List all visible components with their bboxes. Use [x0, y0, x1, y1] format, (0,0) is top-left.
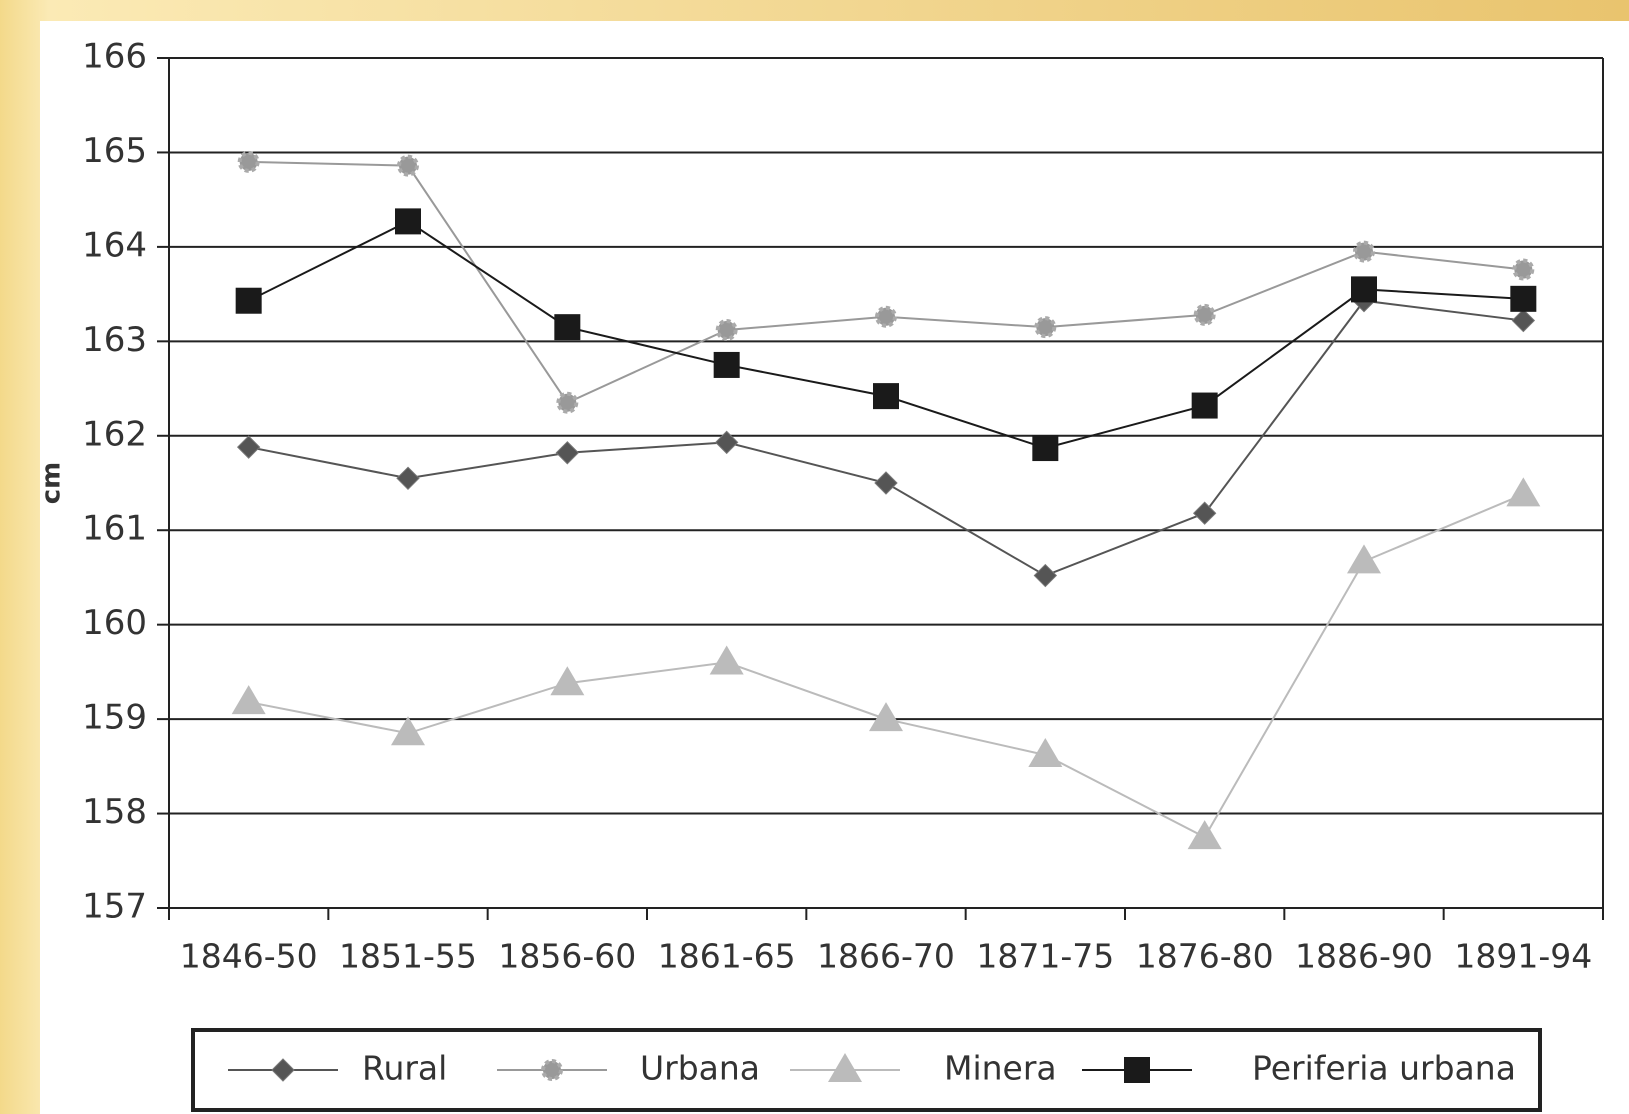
x-tick-label: 1866-70	[817, 937, 955, 976]
y-tick-label: 160	[82, 603, 147, 643]
y-tick-label: 164	[82, 225, 147, 265]
marker	[713, 351, 740, 378]
marker	[1034, 316, 1057, 339]
marker	[397, 154, 419, 177]
marker	[1510, 285, 1537, 312]
marker	[1187, 820, 1222, 850]
x-tick-label: 1856-60	[498, 937, 636, 976]
marker	[873, 383, 899, 410]
marker	[1192, 501, 1217, 525]
x-tick-label: 1861-65	[658, 937, 796, 976]
marker	[828, 1053, 862, 1082]
marker	[709, 645, 744, 675]
y-axis-label: cm	[37, 462, 67, 505]
marker	[714, 430, 739, 455]
marker	[1191, 392, 1218, 419]
marker	[869, 702, 903, 732]
y-tick-label: 159	[82, 698, 147, 738]
marker	[715, 319, 738, 341]
x-tick-label: 1846-50	[180, 937, 318, 976]
marker	[555, 441, 580, 465]
y-tick-label: 157	[82, 887, 147, 927]
marker	[550, 666, 585, 696]
marker	[1193, 303, 1216, 326]
marker	[1124, 1057, 1150, 1083]
marker	[396, 466, 420, 490]
y-tick-label: 161	[82, 509, 147, 549]
marker	[556, 391, 579, 414]
marker	[1351, 276, 1377, 303]
marker	[1033, 563, 1058, 588]
y-tick-label: 165	[82, 131, 147, 171]
y-tick-label: 166	[82, 37, 147, 77]
marker	[1347, 544, 1381, 574]
x-tick-label: 1891-94	[1454, 937, 1592, 976]
legend-label: Periferia urbana	[1252, 1049, 1516, 1088]
y-tick-label: 163	[82, 320, 147, 360]
y-tick-label: 162	[82, 414, 147, 454]
marker	[271, 1058, 295, 1082]
marker	[541, 1059, 563, 1081]
marker	[1512, 258, 1535, 281]
marker	[231, 685, 266, 715]
marker	[1032, 435, 1059, 462]
legend-label: Urbana	[640, 1049, 760, 1088]
marker	[554, 314, 581, 341]
marker	[1511, 308, 1536, 333]
marker	[395, 208, 421, 235]
x-tick-label: 1871-75	[976, 937, 1114, 976]
marker	[236, 435, 261, 459]
marker	[235, 287, 262, 314]
x-tick-label: 1876-80	[1136, 937, 1274, 976]
legend-label: Minera	[944, 1049, 1057, 1088]
y-tick-label: 158	[82, 792, 147, 832]
x-tick-label: 1886-90	[1295, 937, 1433, 976]
legend-label: Rural	[362, 1049, 447, 1088]
marker	[237, 150, 260, 173]
marker	[1028, 738, 1063, 767]
x-tick-label: 1851-55	[339, 937, 477, 976]
marker	[1506, 477, 1541, 507]
marker	[1353, 240, 1375, 263]
marker	[875, 305, 897, 328]
marker	[391, 716, 425, 746]
marker	[874, 471, 898, 495]
